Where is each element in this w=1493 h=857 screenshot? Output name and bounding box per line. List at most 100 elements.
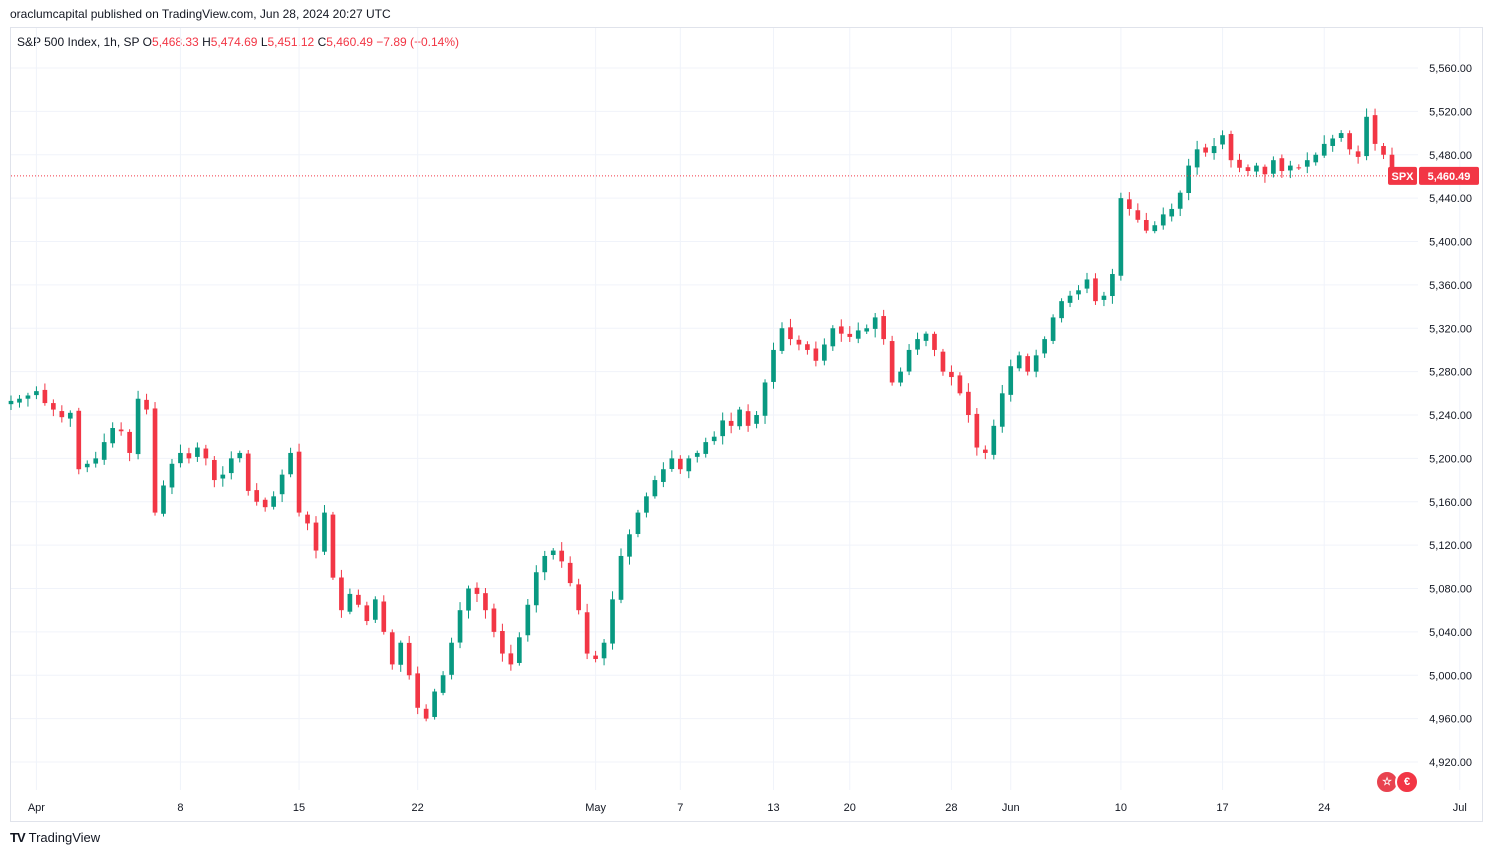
candle-body (1203, 147, 1208, 153)
candle-body (1288, 165, 1293, 171)
eu-flag-icon[interactable]: € (1395, 770, 1419, 794)
candle-body (245, 453, 251, 491)
candle-body (1135, 210, 1141, 220)
candle-body (262, 499, 268, 508)
candle-body (135, 398, 141, 455)
candle-body (508, 653, 514, 665)
candle-body (567, 562, 573, 584)
candle-body (51, 403, 56, 410)
y-tick-label: 4,960.00 (1429, 714, 1472, 726)
candle-body (923, 333, 929, 341)
candle-body (406, 642, 412, 676)
candle-body (771, 349, 776, 382)
brand-name: TradingView (28, 830, 101, 845)
candle-body (440, 675, 446, 693)
open-value: 5,468.33 (152, 35, 199, 49)
candle-body (847, 333, 853, 337)
y-tick-label: 5,280.00 (1429, 367, 1472, 379)
tradingview-logo-icon: TV (10, 830, 26, 845)
candle-body (296, 451, 302, 513)
candle-body (669, 458, 675, 469)
y-tick-label: 5,160.00 (1429, 497, 1472, 509)
candle-body (101, 442, 107, 460)
candle-body (542, 555, 548, 573)
candle-body (67, 412, 73, 419)
candle-body (169, 463, 175, 488)
candle-body (1245, 167, 1251, 172)
candle-body (1067, 295, 1073, 303)
candle-body (423, 708, 429, 719)
candle-body (525, 604, 531, 636)
candle-body (550, 550, 556, 556)
candle-body (364, 605, 370, 622)
candle-body (838, 326, 844, 334)
x-tick-label: 24 (1318, 802, 1330, 814)
candle-body (271, 496, 276, 507)
candle-body (212, 459, 217, 481)
publisher-note: oraclumcapital published on TradingView.… (10, 7, 391, 21)
candle-body (1110, 274, 1115, 297)
candle-body (999, 393, 1005, 427)
chart-frame (10, 27, 1483, 822)
candle-body (940, 351, 946, 372)
candle-body (576, 584, 581, 611)
candle-body (339, 577, 344, 611)
events-flags[interactable]: ☆ € (1375, 770, 1419, 794)
x-tick-label: Jul (1453, 802, 1467, 814)
candle-body (500, 630, 505, 654)
candle-body (84, 463, 90, 468)
candle-body (805, 344, 810, 350)
candle-body (737, 409, 742, 427)
x-tick-label: 20 (844, 802, 856, 814)
candle-body (1008, 366, 1014, 395)
candle-body (788, 327, 793, 340)
candle-body (779, 328, 785, 351)
candle-body (1186, 165, 1191, 194)
candle-body (8, 400, 14, 405)
candle-body (466, 588, 471, 611)
candle-body (745, 411, 751, 426)
candle-body (483, 593, 488, 611)
candle-body (347, 593, 353, 612)
candle-body (1059, 301, 1064, 319)
candle-body (830, 328, 836, 347)
candle-body (1016, 355, 1022, 369)
candle-body (1084, 279, 1090, 289)
candle-body (1042, 339, 1047, 354)
candle-body (601, 642, 607, 659)
y-tick-label: 5,320.00 (1429, 323, 1472, 335)
price-tag-symbol-bg (1388, 166, 1417, 185)
high-value: 5,474.69 (210, 35, 258, 49)
candle-body (559, 550, 565, 562)
candle-body (1118, 198, 1124, 276)
footer-brand[interactable]: TV TradingView (10, 830, 100, 845)
x-tick-label: Apr (28, 802, 45, 814)
candle-body (584, 612, 590, 654)
x-tick-label: 28 (945, 802, 957, 814)
candle-body (381, 601, 387, 632)
y-tick-label: 5,080.00 (1429, 584, 1472, 596)
candle-body (161, 485, 166, 514)
y-tick-label: 5,400.00 (1429, 237, 1472, 249)
candle-body (898, 371, 903, 383)
candle-body (1169, 208, 1175, 217)
candle-body (1355, 151, 1361, 157)
candle-body (1313, 154, 1319, 163)
x-tick-label: 7 (677, 802, 683, 814)
x-tick-label: 17 (1216, 802, 1228, 814)
candle-body (889, 341, 895, 383)
candle-body (17, 398, 22, 403)
symbol-title[interactable]: S&P 500 Index, 1h, SP (17, 35, 140, 49)
x-tick-label: May (585, 802, 606, 814)
candle-body (855, 330, 861, 339)
low-value: 5,451.12 (267, 35, 315, 49)
y-tick-label: 5,000.00 (1429, 670, 1472, 682)
candle-body (330, 514, 336, 578)
candle-body (618, 555, 624, 600)
candle-body (178, 452, 183, 464)
open-label: O (142, 35, 153, 49)
candle-body (76, 410, 82, 470)
candle-body (279, 474, 285, 495)
candle-body (754, 415, 759, 424)
